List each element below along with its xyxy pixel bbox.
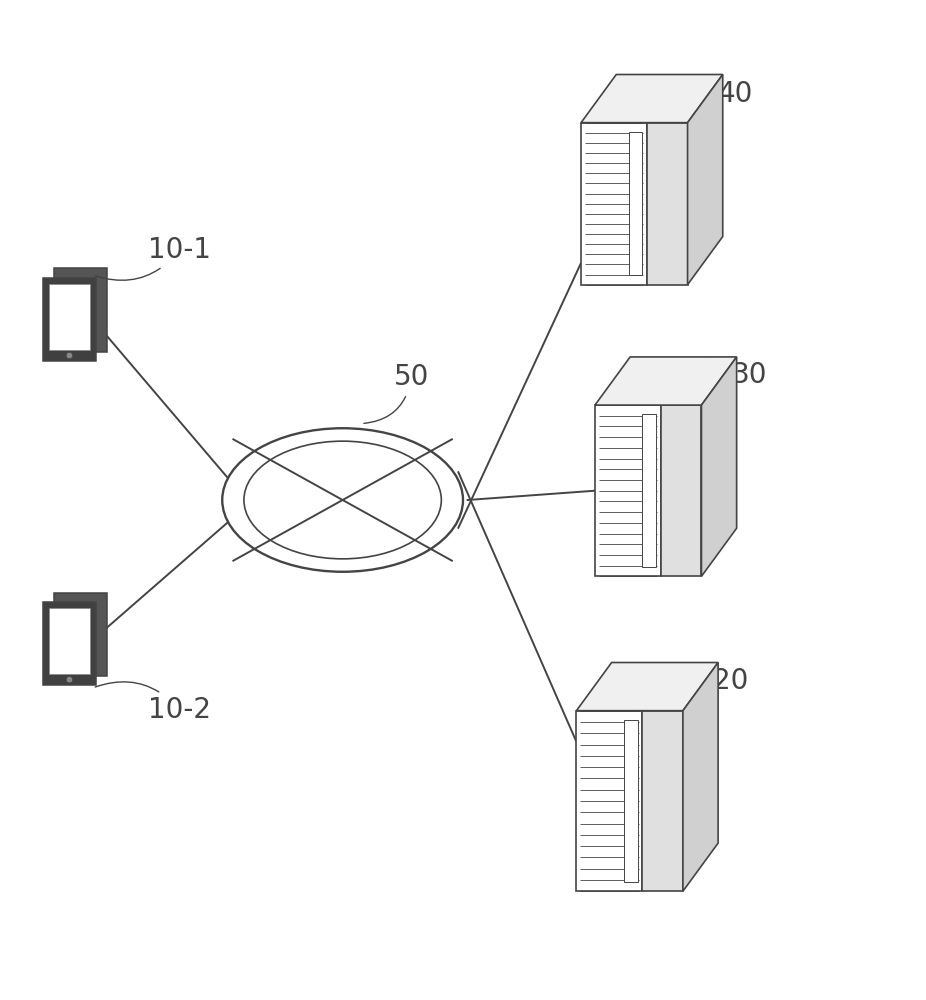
- Polygon shape: [594, 405, 661, 576]
- Text: 40: 40: [694, 76, 753, 108]
- Text: 30: 30: [707, 357, 767, 389]
- Polygon shape: [629, 132, 643, 275]
- Text: 10-1: 10-1: [95, 236, 211, 280]
- Polygon shape: [54, 268, 107, 352]
- Polygon shape: [49, 608, 90, 674]
- Ellipse shape: [244, 441, 442, 559]
- Polygon shape: [576, 663, 719, 711]
- Polygon shape: [54, 593, 107, 676]
- Polygon shape: [643, 414, 657, 567]
- Ellipse shape: [222, 428, 463, 572]
- Text: 20: 20: [689, 667, 748, 695]
- Circle shape: [67, 676, 73, 683]
- Polygon shape: [702, 357, 737, 576]
- Polygon shape: [43, 602, 96, 685]
- Text: 50: 50: [364, 363, 429, 423]
- Circle shape: [67, 352, 73, 359]
- Polygon shape: [582, 75, 723, 123]
- Polygon shape: [688, 75, 723, 285]
- Polygon shape: [661, 405, 702, 576]
- Polygon shape: [576, 711, 643, 891]
- Polygon shape: [624, 720, 638, 882]
- Polygon shape: [43, 278, 96, 361]
- Polygon shape: [647, 123, 688, 285]
- Polygon shape: [594, 357, 737, 405]
- Polygon shape: [643, 711, 683, 891]
- Polygon shape: [49, 284, 90, 350]
- Polygon shape: [683, 663, 719, 891]
- Text: 10-2: 10-2: [95, 682, 211, 724]
- Polygon shape: [582, 123, 647, 285]
